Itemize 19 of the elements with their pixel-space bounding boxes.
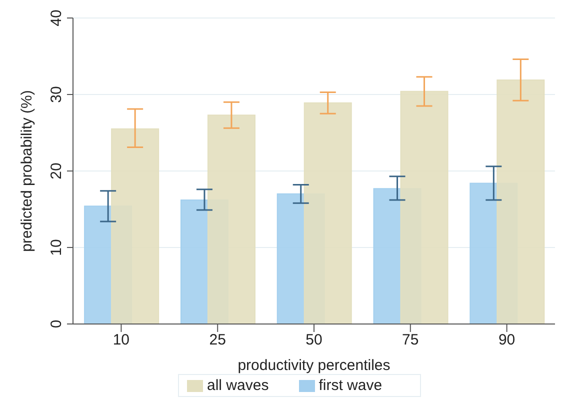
legend-label: all waves xyxy=(207,376,269,394)
y-tick-label: 40 xyxy=(48,10,65,26)
x-tick-label: 10 xyxy=(112,332,130,349)
bar xyxy=(304,102,352,324)
x-tick-label: 50 xyxy=(306,332,322,349)
y-tick-label: 30 xyxy=(48,86,65,103)
bar xyxy=(111,128,160,324)
bar xyxy=(400,90,448,324)
y-tick-label: 0 xyxy=(48,320,65,328)
x-tick-label: 75 xyxy=(402,332,419,349)
y-tick-label: 10 xyxy=(48,239,65,256)
legend-label: first wave xyxy=(318,376,382,394)
x-tick-label: 25 xyxy=(209,332,226,349)
y-axis-title: predicted probability (%) xyxy=(18,90,36,252)
x-tick-label: 90 xyxy=(498,332,516,349)
x-axis-title: productivity percentiles xyxy=(238,356,390,374)
y-tick-label: 20 xyxy=(48,162,65,180)
bar xyxy=(207,114,256,324)
bar xyxy=(496,79,545,324)
